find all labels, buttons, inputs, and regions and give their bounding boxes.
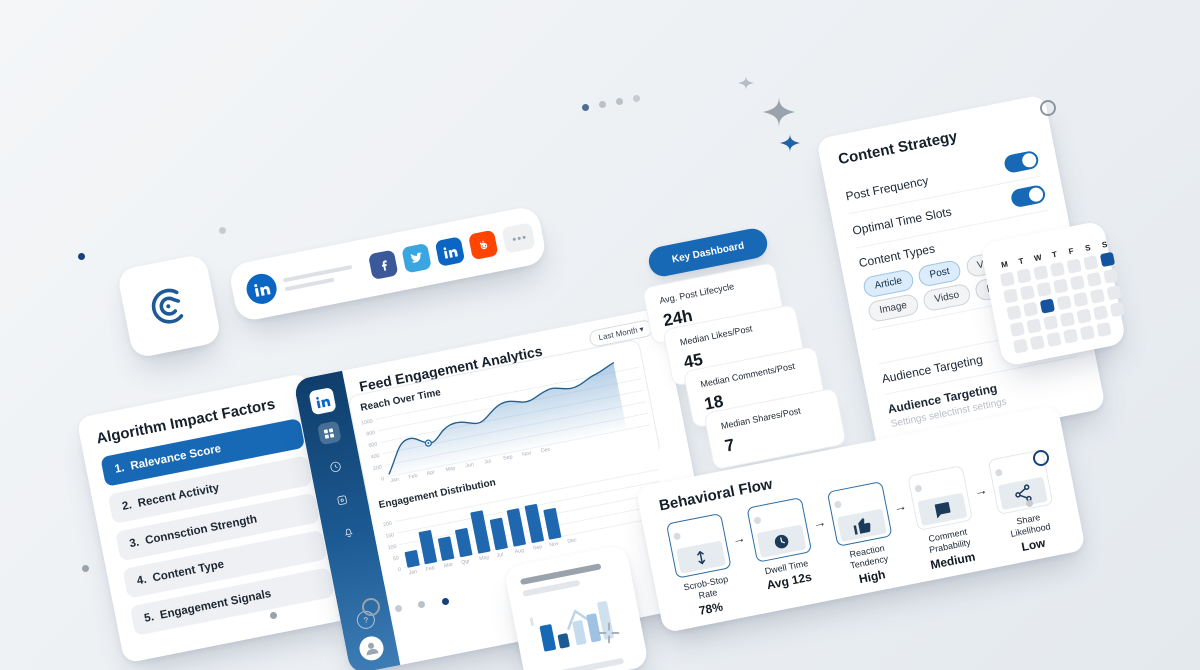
svg-text:Aug: Aug xyxy=(514,548,524,556)
svg-text:Nov: Nov xyxy=(549,541,560,549)
svg-text:1000: 1000 xyxy=(361,418,374,426)
svg-text:0: 0 xyxy=(381,476,385,482)
svg-text:Apr: Apr xyxy=(426,469,435,477)
svg-text:0: 0 xyxy=(398,567,402,573)
svg-text:Dec: Dec xyxy=(567,537,578,545)
svg-text:Jan: Jan xyxy=(390,477,400,485)
svg-text:600: 600 xyxy=(368,442,378,450)
svg-text:Dec: Dec xyxy=(541,447,552,455)
svg-text:Jul: Jul xyxy=(496,552,504,559)
svg-text:Jan: Jan xyxy=(408,569,418,577)
svg-text:May: May xyxy=(445,465,456,473)
svg-text:Mar: Mar xyxy=(443,562,453,570)
svg-text:200: 200 xyxy=(373,465,383,473)
svg-text:100: 100 xyxy=(387,544,397,552)
svg-text:50: 50 xyxy=(393,555,400,562)
svg-text:Sep: Sep xyxy=(532,544,542,552)
svg-text:Qgr: Qgr xyxy=(461,558,471,566)
svg-text:150: 150 xyxy=(385,532,395,540)
svg-text:Nov: Nov xyxy=(522,450,533,458)
svg-text:800: 800 xyxy=(366,430,376,438)
svg-text:200: 200 xyxy=(383,521,393,529)
svg-text:Sep: Sep xyxy=(503,454,513,462)
svg-text:Jul: Jul xyxy=(484,458,492,465)
svg-text:May: May xyxy=(479,554,490,562)
svg-text:Feb: Feb xyxy=(425,565,435,573)
svg-text:Jun: Jun xyxy=(465,462,475,470)
svg-text:Feb: Feb xyxy=(408,473,418,481)
svg-text:400: 400 xyxy=(370,453,380,461)
